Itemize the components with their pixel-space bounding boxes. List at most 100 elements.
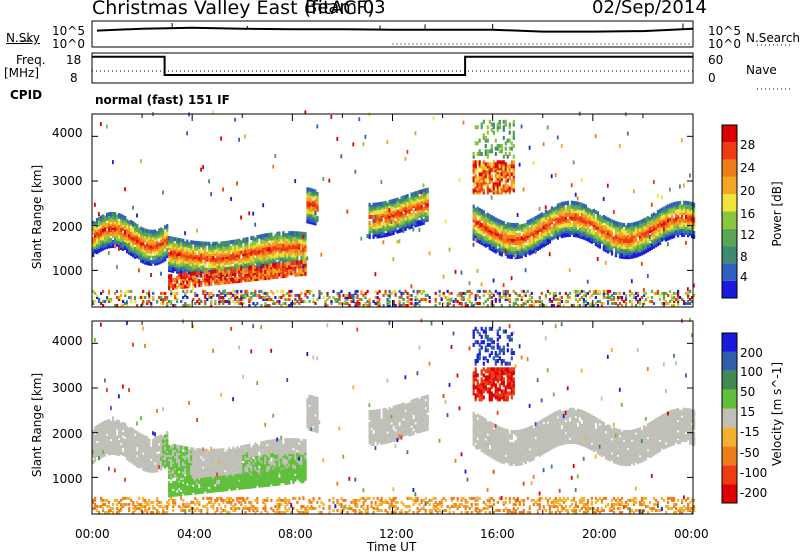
power-cell: [198, 279, 201, 284]
power-cell: [354, 289, 357, 293]
power-cell: [596, 257, 599, 261]
power-cell: [416, 210, 419, 215]
power-cell: [438, 289, 441, 293]
power-cell: [126, 219, 129, 224]
power-cell: [228, 262, 231, 267]
power-cell: [410, 212, 413, 217]
power-cell: [252, 235, 255, 240]
power-cell: [434, 298, 437, 301]
power-cell: [182, 238, 185, 243]
power-cell: [574, 291, 577, 295]
power-cell: [360, 298, 363, 301]
power-cell: [208, 291, 211, 295]
power-cell: [687, 201, 690, 206]
power-cell: [182, 272, 185, 277]
power-cell: [564, 231, 567, 236]
power-cell: [202, 274, 205, 279]
power-cell: [550, 226, 553, 231]
power-cell: [310, 289, 313, 293]
power-cell: [218, 273, 221, 277]
power-cell: [114, 243, 116, 248]
power-cell: [218, 296, 221, 299]
power-cell: [112, 211, 115, 216]
power-cell: [278, 262, 281, 267]
power-cell: [566, 204, 569, 209]
power-cell: [610, 293, 614, 297]
power-cell: [484, 166, 487, 171]
power-cell: [148, 255, 151, 260]
power-cell: [206, 298, 209, 301]
power-cell: [594, 302, 597, 305]
power-cell: [402, 229, 405, 233]
power-cell: [166, 296, 169, 299]
power-cell: [418, 289, 421, 293]
power-cell: [532, 304, 535, 307]
power-cell: [364, 304, 367, 307]
power-cell: [646, 216, 650, 221]
power-cell: [220, 291, 223, 295]
power-cell: [424, 300, 427, 303]
power-cell: [606, 296, 610, 299]
power-cell: [142, 296, 145, 299]
power-cell: [176, 298, 179, 301]
power-cell: [268, 271, 271, 276]
power-cell: [474, 207, 477, 212]
power-cell: [675, 229, 678, 234]
power-cell: [116, 296, 119, 299]
power-cell: [366, 289, 369, 293]
power-cell: [544, 223, 547, 228]
power-cell: [346, 293, 349, 297]
power-cell: [624, 255, 628, 260]
power-cell: [386, 202, 389, 207]
power-cell: [170, 278, 173, 283]
power-cell: [252, 265, 255, 270]
power-cell: [598, 300, 601, 303]
power-cell: [204, 253, 207, 258]
power-cell: [681, 138, 683, 143]
power-cell: [572, 304, 575, 307]
power-cell: [108, 220, 111, 225]
power-cell: [476, 268, 479, 273]
power-cell: [596, 231, 599, 236]
power-cell: [362, 142, 365, 147]
power-cell: [470, 304, 473, 307]
power-cell: [408, 217, 411, 222]
power-cell: [476, 232, 479, 237]
power-cell: [406, 300, 409, 303]
power-cell: [590, 237, 593, 241]
power-cell: [420, 291, 423, 295]
power-cell: [490, 162, 493, 167]
power-cell: [530, 246, 533, 251]
power-cell: [606, 221, 610, 226]
power-cell: [640, 235, 644, 240]
power-cell: [218, 293, 221, 297]
power-cell: [264, 233, 267, 238]
power-cell: [442, 291, 445, 295]
power-cell: [312, 300, 315, 303]
power-cell: [204, 296, 207, 299]
power-cell: [120, 293, 123, 297]
power-cell: [630, 242, 634, 247]
power-cell: [224, 300, 227, 303]
power-cell: [466, 289, 469, 293]
power-cell: [400, 296, 403, 299]
power-cell: [180, 300, 183, 303]
power-cell: [388, 206, 391, 210]
power-cell: [594, 242, 597, 247]
power-cell: [486, 182, 489, 187]
power-cell: [316, 196, 319, 200]
power-cell: [290, 261, 293, 266]
power-cell: [250, 298, 253, 301]
power-cell: [404, 156, 407, 161]
power-cell: [538, 241, 541, 246]
power-cell: [92, 300, 95, 303]
power-cell: [124, 291, 127, 295]
power-cell: [665, 291, 668, 295]
power-cell: [446, 304, 449, 307]
power-cell: [530, 226, 533, 231]
power-cell: [562, 206, 565, 211]
power-cell: [368, 229, 371, 234]
power-cell: [622, 234, 626, 239]
power-cell: [606, 291, 610, 295]
power-cell: [310, 198, 313, 203]
